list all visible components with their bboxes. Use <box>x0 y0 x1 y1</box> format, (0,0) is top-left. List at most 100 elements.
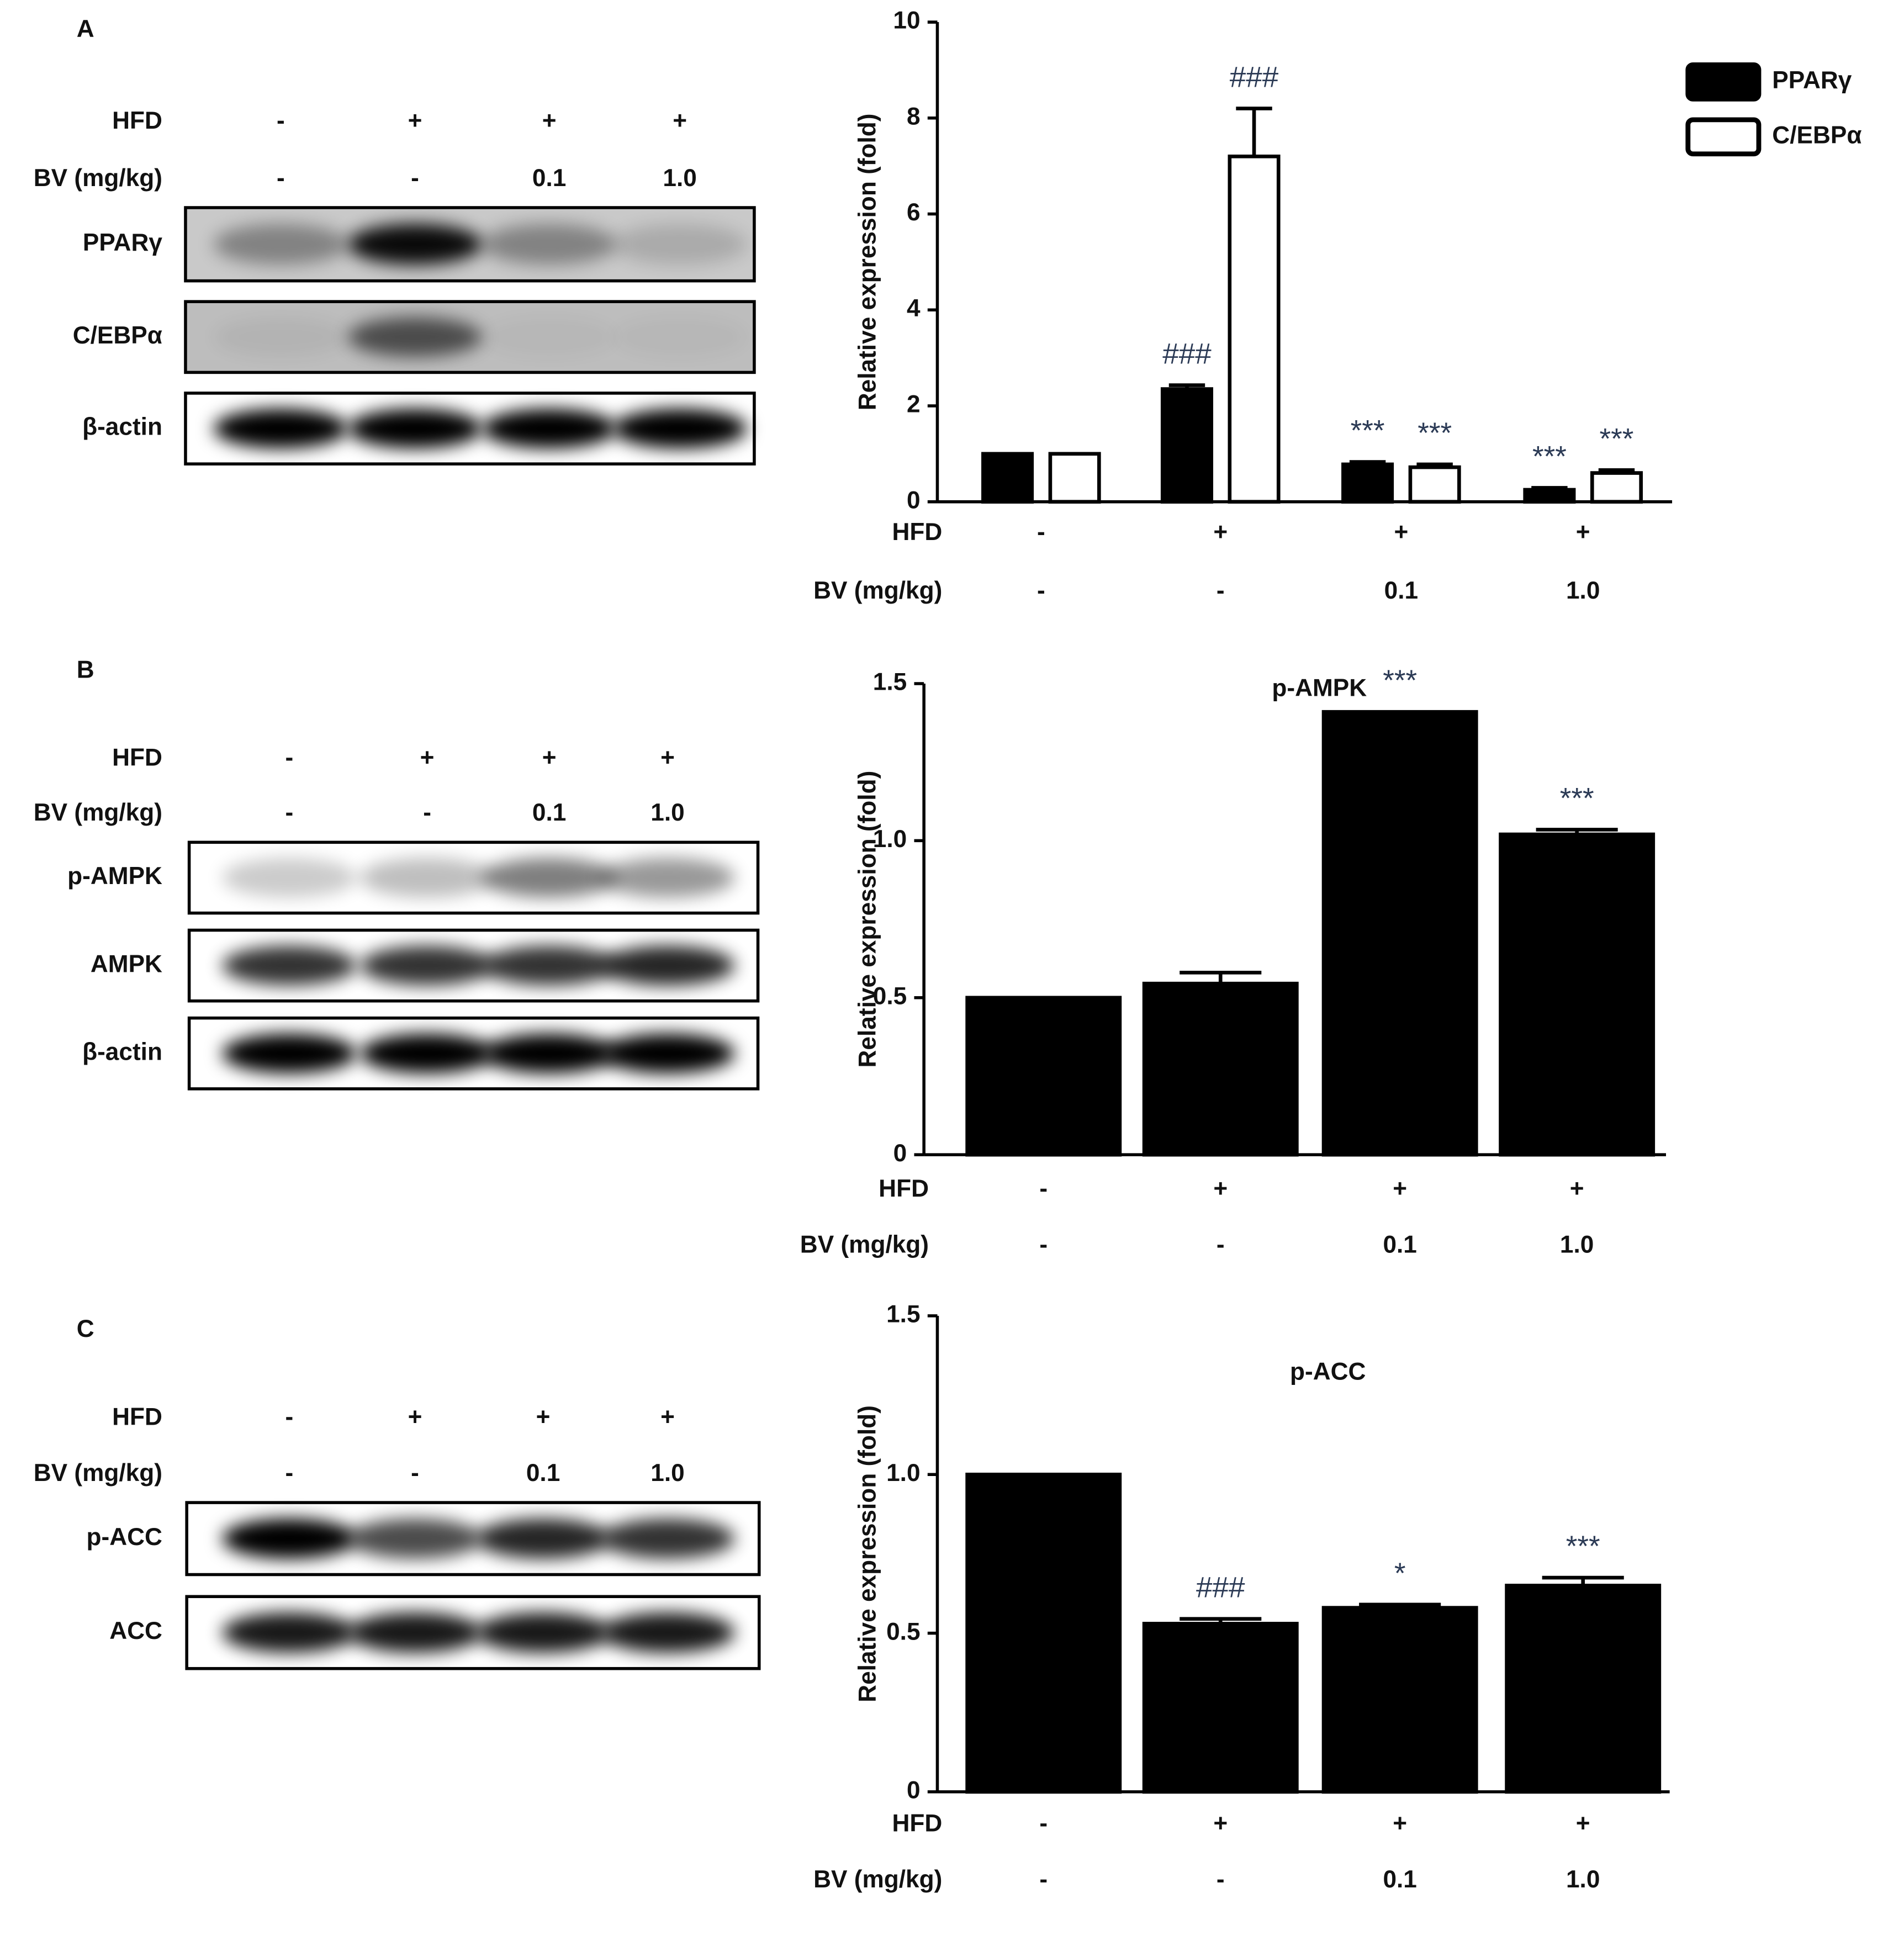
bar <box>981 452 1034 504</box>
treatment-value: + <box>660 1403 675 1430</box>
bar <box>1341 462 1394 504</box>
blot-band <box>600 1033 735 1073</box>
bar <box>1228 154 1281 504</box>
bar <box>965 1472 1122 1794</box>
significance-label: ### <box>1162 338 1212 371</box>
significance-label: *** <box>1383 664 1417 697</box>
y-tick-label: 0 <box>907 1777 921 1804</box>
blot-row-label: p-ACC <box>87 1524 162 1551</box>
treatment-value: - <box>1217 1231 1225 1258</box>
blot-band <box>347 409 483 448</box>
treatment-value: + <box>420 744 435 771</box>
treatment-value: + <box>660 744 675 771</box>
y-tick-label: 6 <box>907 199 921 226</box>
y-tick-label: 1.5 <box>886 1301 920 1328</box>
treatment-value: + <box>1576 1810 1590 1837</box>
treatment-value: - <box>1039 1231 1048 1258</box>
blot-row-label: C/EBPα <box>73 322 162 349</box>
bar <box>1048 452 1101 504</box>
blot-band <box>347 1612 483 1653</box>
treatment-value: 0.1 <box>532 165 566 192</box>
treatment-value: - <box>1039 1175 1048 1202</box>
treatment-name: HFD <box>879 1175 929 1202</box>
blot-band <box>482 945 617 986</box>
treatment-name: HFD <box>892 1810 942 1837</box>
blot-band <box>347 1518 483 1559</box>
bar <box>1142 981 1299 1157</box>
bar <box>1590 471 1643 504</box>
treatment-value: 1.0 <box>663 165 696 192</box>
treatment-value: 0.1 <box>532 799 566 826</box>
significance-label: ### <box>1230 61 1279 93</box>
treatment-name: HFD <box>892 519 942 546</box>
blot-band <box>222 1612 357 1653</box>
blot-band <box>482 858 617 898</box>
treatment-value: + <box>536 1403 551 1430</box>
y-tick-label: 1.0 <box>886 1459 920 1487</box>
treatment-value: 0.1 <box>526 1459 560 1487</box>
blot-band <box>222 1518 357 1559</box>
significance-label: *** <box>1560 782 1594 814</box>
significance-label: *** <box>1566 1530 1600 1563</box>
treatment-value: 0.1 <box>1383 1866 1416 1893</box>
blot-band <box>213 409 348 448</box>
y-tick-label: 10 <box>893 7 920 34</box>
treatment-value: + <box>1393 1810 1407 1837</box>
bar <box>1142 1622 1299 1794</box>
treatment-value: - <box>277 165 285 192</box>
treatment-value: - <box>285 1459 293 1487</box>
treatment-value: + <box>1213 1175 1228 1202</box>
treatment-value: + <box>1393 1175 1407 1202</box>
chart-title: p-ACC <box>1290 1358 1366 1385</box>
treatment-value: 0.1 <box>1383 1231 1416 1258</box>
bar <box>1160 387 1213 504</box>
blot-band <box>613 317 747 357</box>
treatment-name: BV (mg/kg) <box>34 1459 162 1487</box>
treatment-value: 1.0 <box>1560 1231 1594 1258</box>
y-axis-label: Relative expression (fold) <box>854 1405 881 1702</box>
blot-band <box>482 409 617 448</box>
blot-band <box>476 1518 611 1559</box>
significance-label: * <box>1394 1557 1406 1590</box>
y-tick-label: 1.0 <box>873 826 907 853</box>
blot-band <box>612 224 747 265</box>
treatment-value: + <box>1213 1810 1228 1837</box>
blot-band <box>347 224 483 265</box>
treatment-value: 0.1 <box>1384 577 1418 604</box>
significance-label: ### <box>1196 1572 1245 1604</box>
y-tick-label: 0.5 <box>886 1618 920 1645</box>
treatment-value: - <box>285 799 293 826</box>
treatment-value: - <box>1217 1866 1225 1893</box>
bar <box>1321 1606 1478 1794</box>
treatment-value: - <box>411 1459 419 1487</box>
blot-band <box>612 409 747 448</box>
y-tick-label: 8 <box>907 103 921 130</box>
treatment-value: 1.0 <box>650 799 684 826</box>
bar <box>965 996 1122 1157</box>
blot-band <box>600 945 735 986</box>
blot-band <box>360 858 495 898</box>
treatment-value: - <box>277 107 285 134</box>
treatment-value: + <box>673 107 687 134</box>
treatment-value: + <box>1576 519 1590 546</box>
blot-row-label: AMPK <box>91 950 162 977</box>
treatment-value: + <box>408 1403 422 1430</box>
y-tick-label: 0 <box>893 1140 907 1167</box>
blot-band <box>222 945 357 986</box>
bar <box>1505 1584 1662 1794</box>
treatment-value: - <box>1217 577 1225 604</box>
blot-band <box>482 317 616 357</box>
bar <box>1408 465 1461 504</box>
treatment-value: - <box>285 1403 293 1430</box>
treatment-value: - <box>1037 577 1045 604</box>
blot-row-label: β-actin <box>82 414 162 441</box>
chart-title: p-AMPK <box>1272 675 1367 702</box>
blot-band <box>600 1518 735 1559</box>
y-axis-label: Relative expression (fold) <box>854 771 881 1068</box>
y-tick-label: 0 <box>907 486 921 514</box>
blot-band <box>347 317 483 357</box>
blot-band <box>476 1612 611 1653</box>
blot-band <box>600 858 735 898</box>
blot-row-label: p-AMPK <box>67 863 162 890</box>
